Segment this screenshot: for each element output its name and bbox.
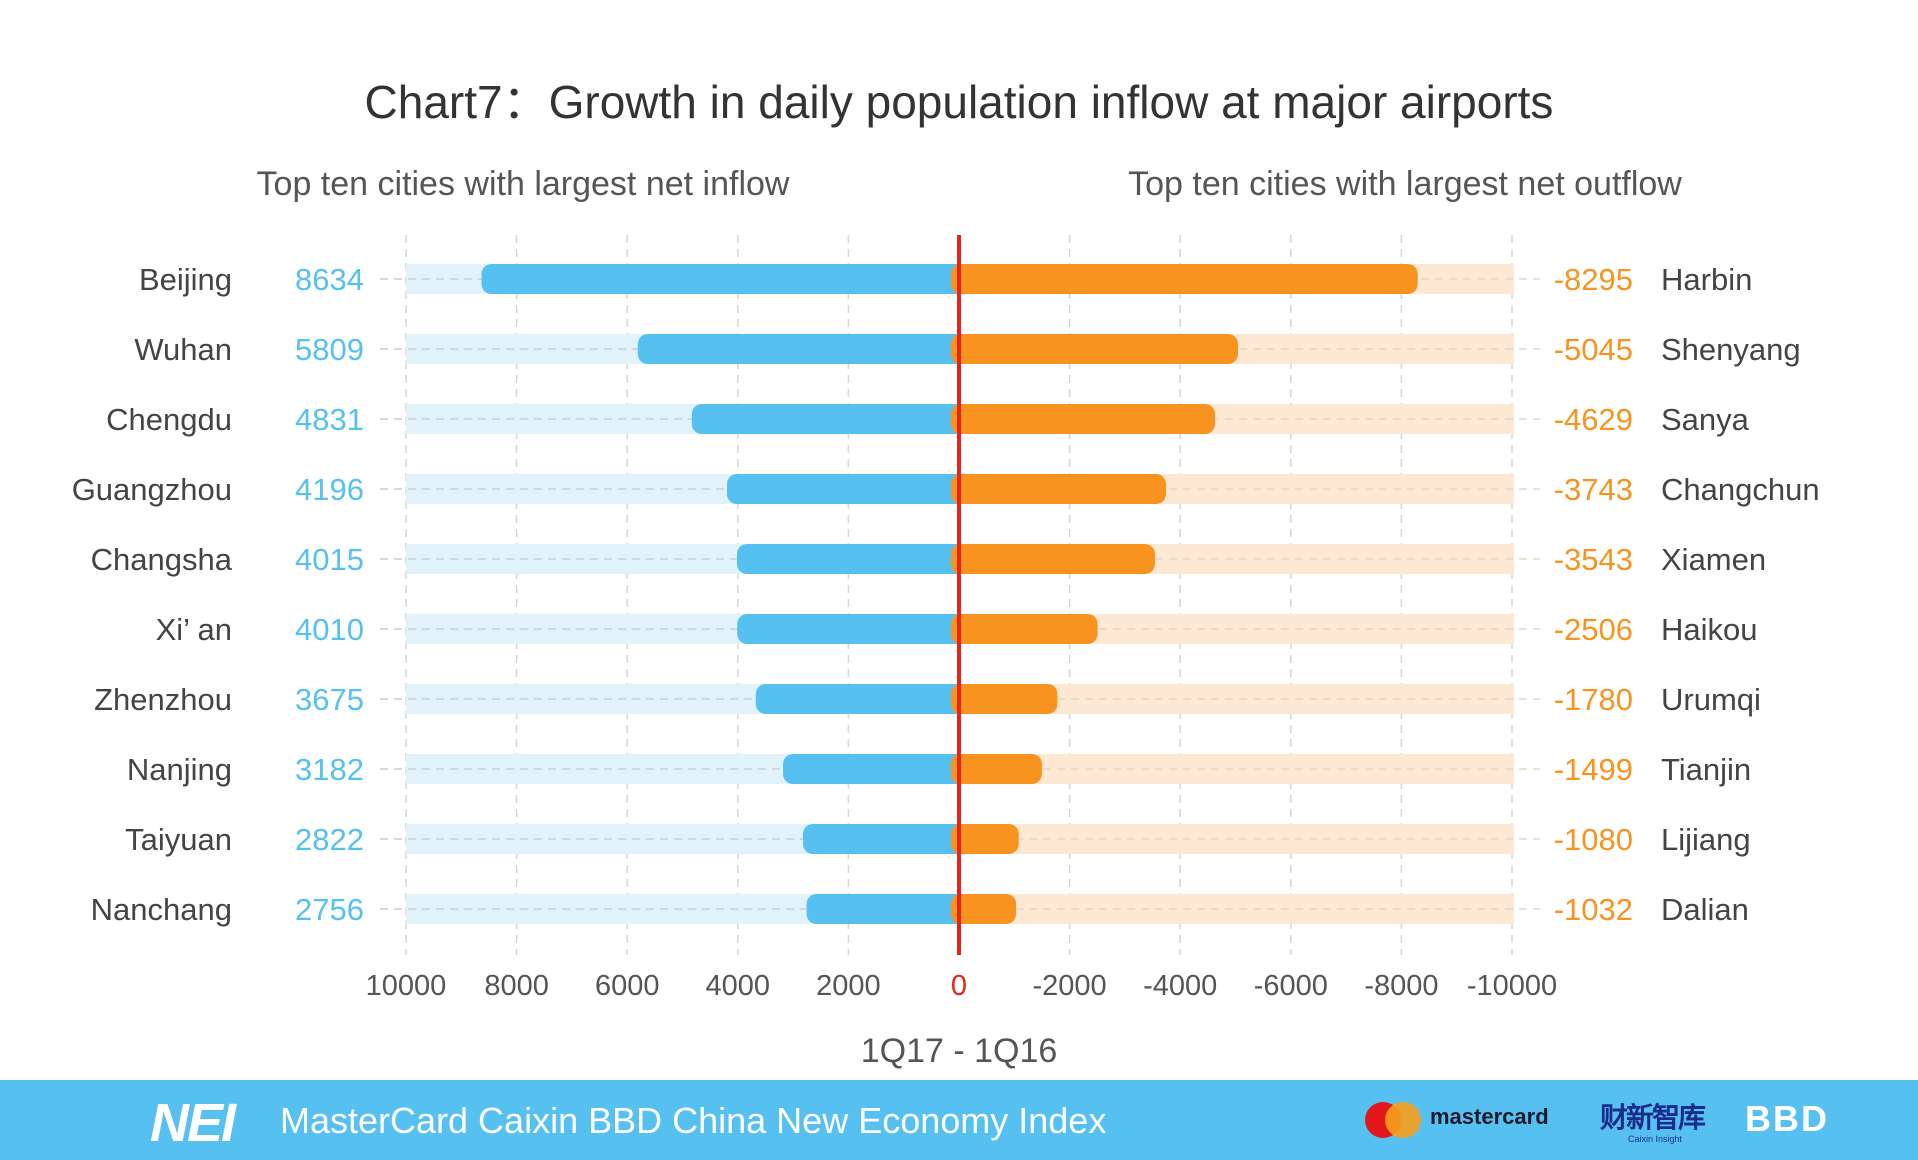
mastercard-logo-icon (1365, 1102, 1421, 1138)
inflow-bar (726, 474, 967, 504)
outflow-value-label: -1780 (1554, 682, 1633, 717)
mastercard-text: mastercard (1430, 1104, 1549, 1129)
outflow-city-label: Harbin (1661, 262, 1752, 297)
inflow-bar (806, 894, 967, 924)
x-tick-label: 8000 (484, 970, 549, 1002)
inflow-value-label: 2756 (295, 892, 364, 927)
inflow-value-label: 5809 (295, 332, 364, 367)
outflow-value-label: -2506 (1554, 612, 1633, 647)
footer: NEI MasterCard Caixin BBD China New Econ… (0, 1080, 1918, 1160)
outflow-bar (951, 754, 1042, 784)
x-tick-label: 10000 (366, 970, 447, 1002)
outflow-value-label: -5045 (1554, 332, 1633, 367)
outflow-bar (951, 894, 1017, 924)
inflow-city-label: Xi’ an (156, 612, 232, 647)
x-tick-label: -2000 (1033, 970, 1107, 1002)
outflow-bg-bar (959, 894, 1514, 924)
inflow-bar (637, 334, 967, 364)
bbd-logo: BBD (1745, 1098, 1829, 1139)
x-tick-label: 2000 (816, 970, 881, 1002)
outflow-value-label: -3743 (1554, 472, 1633, 507)
outflow-city-label: Tianjin (1661, 752, 1751, 787)
outflow-value-label: -8295 (1554, 262, 1633, 297)
outflow-bar (951, 474, 1166, 504)
x-tick-label: -4000 (1143, 970, 1217, 1002)
caixin-logo: 财新智库 (1600, 1102, 1706, 1133)
outflow-bg-bar (959, 824, 1514, 854)
inflow-city-label: Guangzhou (72, 472, 232, 507)
outflow-bar (951, 264, 1418, 294)
caixin-sub: Caixin Insight (1628, 1134, 1683, 1144)
outflow-value-label: -1080 (1554, 822, 1633, 857)
inflow-city-label: Nanjing (127, 752, 232, 787)
inflow-value-label: 4196 (295, 472, 364, 507)
left-subtitle: Top ten cities with largest net inflow (257, 165, 790, 203)
chart: Chart7：Growth in daily population inflow… (72, 76, 1820, 1070)
inflow-value-label: 8634 (295, 262, 364, 297)
outflow-value-label: -3543 (1554, 542, 1633, 577)
outflow-bar (951, 404, 1215, 434)
outflow-bar (951, 544, 1155, 574)
outflow-city-label: Sanya (1661, 402, 1750, 437)
outflow-city-label: Xiamen (1661, 542, 1766, 577)
inflow-value-label: 3675 (295, 682, 364, 717)
inflow-bar (755, 684, 967, 714)
outflow-city-label: Urumqi (1661, 682, 1761, 717)
chart-title: Chart7：Growth in daily population inflow… (365, 76, 1554, 128)
inflow-bar (783, 754, 967, 784)
outflow-bar (951, 824, 1019, 854)
outflow-city-label: Lijiang (1661, 822, 1751, 857)
outflow-city-label: Dalian (1661, 892, 1749, 927)
inflow-city-label: Changsha (91, 542, 233, 577)
outflow-value-label: -4629 (1554, 402, 1633, 437)
inflow-value-label: 4831 (295, 402, 364, 437)
x-axis-label: 1Q17 - 1Q16 (861, 1032, 1058, 1070)
inflow-value-label: 4010 (295, 612, 364, 647)
nei-logo: NEI (150, 1093, 236, 1153)
x-tick-label: 4000 (706, 970, 771, 1002)
inflow-city-label: Wuhan (134, 332, 232, 367)
outflow-value-label: -1499 (1554, 752, 1633, 787)
inflow-bar (802, 824, 967, 854)
outflow-city-label: Shenyang (1661, 332, 1801, 367)
inflow-city-label: Zhenzhou (94, 682, 232, 717)
outflow-bar (951, 614, 1098, 644)
outflow-city-label: Haikou (1661, 612, 1758, 647)
x-tick-label: -8000 (1364, 970, 1438, 1002)
inflow-value-label: 4015 (295, 542, 364, 577)
right-subtitle: Top ten cities with largest net outflow (1128, 165, 1682, 203)
inflow-city-label: Chengdu (106, 402, 232, 437)
inflow-bar (691, 404, 967, 434)
outflow-city-label: Changchun (1661, 472, 1820, 507)
inflow-bar (736, 544, 967, 574)
outflow-bar (951, 334, 1238, 364)
inflow-city-label: Beijing (139, 262, 232, 297)
inflow-bar (737, 614, 967, 644)
x-tick-label: 0 (951, 970, 967, 1002)
inflow-city-label: Taiyuan (125, 822, 232, 857)
outflow-value-label: -1032 (1554, 892, 1633, 927)
inflow-bar (481, 264, 967, 294)
x-tick-label: -10000 (1467, 970, 1557, 1002)
x-tick-label: 6000 (595, 970, 660, 1002)
x-tick-label: -6000 (1254, 970, 1328, 1002)
inflow-value-label: 3182 (295, 752, 364, 787)
footer-title: MasterCard Caixin BBD China New Economy … (280, 1100, 1107, 1141)
outflow-bar (951, 684, 1058, 714)
outflow-bg-bar (959, 754, 1514, 784)
inflow-value-label: 2822 (295, 822, 364, 857)
inflow-city-label: Nanchang (91, 892, 232, 927)
